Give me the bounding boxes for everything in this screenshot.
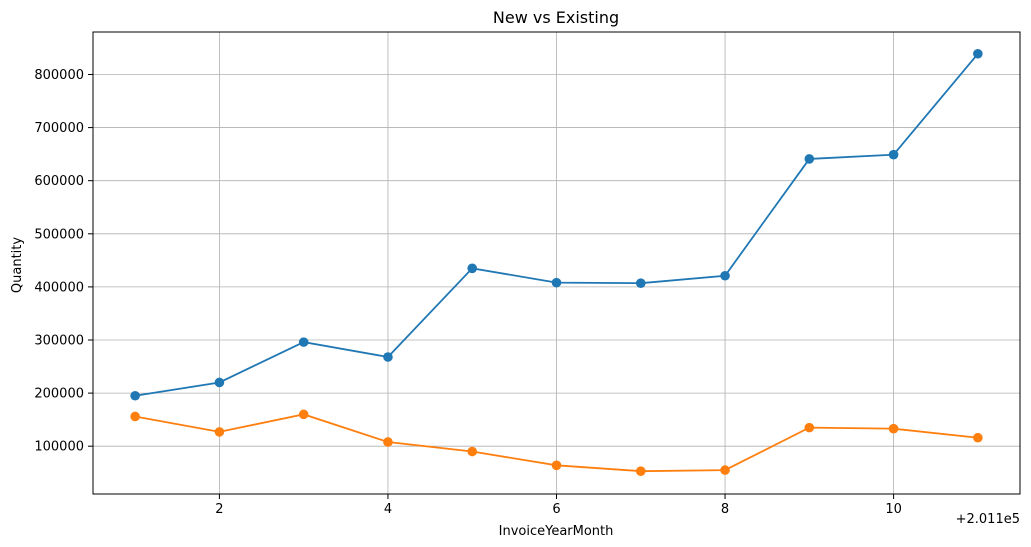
tick-label-x-8: 8: [721, 502, 729, 517]
tick-label-y-500000: 500000: [34, 227, 84, 242]
tick-label-y-200000: 200000: [34, 387, 84, 402]
series-2-point-11: [973, 432, 983, 443]
series-2-point-1: [130, 411, 140, 422]
tick-label-y-100000: 100000: [34, 440, 84, 455]
series-1-point-3: [298, 337, 309, 347]
series-2-point-5: [467, 446, 478, 457]
series-1-point-5: [467, 263, 478, 274]
tick-label-x-10: 10: [885, 502, 902, 517]
series-2-point-6: [551, 460, 562, 471]
series-2-point-9: [804, 422, 815, 433]
series-1-point-11: [973, 48, 983, 59]
tick-label-y-600000: 600000: [34, 174, 84, 189]
tick-label-x-2: 2: [215, 502, 223, 517]
tick-label-y-700000: 700000: [34, 121, 84, 136]
tick-label-y-800000: 800000: [34, 68, 84, 83]
series-2-point-8: [720, 465, 730, 475]
series-1-point-2: [214, 377, 225, 388]
series-1-point-10: [888, 149, 899, 160]
tick-label-y-300000: 300000: [34, 334, 84, 349]
series-1-point-9: [804, 154, 815, 164]
series-1-point-6: [551, 277, 562, 288]
x-axis-label: InvoiceYearMonth: [499, 524, 614, 539]
x-axis-offset-label: +2.011e5: [956, 512, 1020, 527]
tick-layer: 2 4 6 8 10 100000 200000 300000 400000 500000 6000…: [34, 68, 902, 517]
tick-label-x-6: 6: [552, 502, 560, 517]
chart-title: New vs Existing: [493, 8, 619, 27]
series-2-point-4: [383, 437, 393, 447]
series-layer: [130, 48, 983, 476]
series-2-point-3: [298, 409, 309, 420]
series-1-point-7: [635, 278, 646, 288]
y-axis-label: Quantity: [10, 237, 25, 293]
series-2-point-10: [888, 423, 899, 434]
series-1-point-4: [383, 352, 393, 362]
series-2-point-2: [214, 427, 225, 437]
tick-label-x-4: 4: [384, 502, 392, 517]
series-2-point-7: [635, 466, 646, 476]
series-1-point-8: [720, 270, 730, 281]
series-1-point-1: [130, 390, 140, 401]
tick-label-y-400000: 400000: [34, 280, 84, 295]
